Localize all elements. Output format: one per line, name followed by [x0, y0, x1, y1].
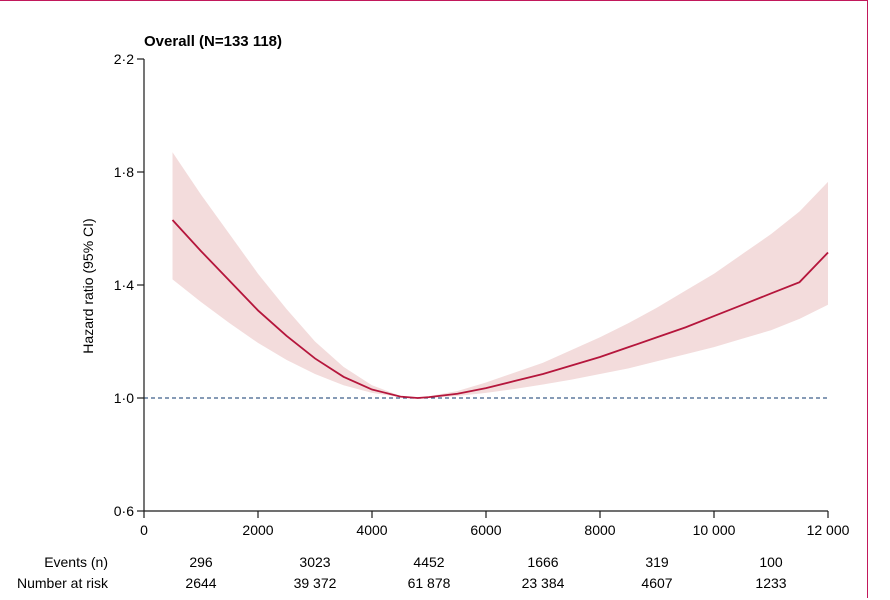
- x-tick-label: 12 000: [807, 522, 850, 538]
- risk-table-value: 3023: [299, 554, 330, 570]
- risk-table-value: 319: [645, 554, 669, 570]
- x-tick-label: 2000: [242, 522, 273, 538]
- y-tick-label: 2·2: [114, 51, 134, 67]
- x-tick-label: 0: [140, 522, 148, 538]
- risk-table-value: 1233: [755, 575, 786, 591]
- x-tick-label: 6000: [470, 522, 501, 538]
- hazard-ratio-line: [171, 219, 829, 399]
- x-tick-label: 10 000: [693, 522, 736, 538]
- risk-table-value: 2644: [185, 575, 216, 591]
- y-tick-label: 0·6: [114, 503, 134, 519]
- risk-table-value: 1666: [527, 554, 558, 570]
- y-tick-label: 1·8: [114, 164, 134, 180]
- chart-title: Overall (N=133 118): [144, 33, 282, 50]
- risk-table-value: 39 372: [294, 575, 337, 591]
- figure-frame: [0, 0, 868, 598]
- risk-table-value: 61 878: [408, 575, 451, 591]
- risk-table-value: 100: [759, 554, 783, 570]
- confidence-band: [172, 152, 828, 398]
- y-tick-label: 1·0: [114, 390, 134, 406]
- risk-table-value: 4452: [413, 554, 444, 570]
- risk-table-value: 4607: [641, 575, 672, 591]
- x-tick-label: 8000: [584, 522, 615, 538]
- risk-table-row-label: Events (n): [44, 554, 108, 570]
- y-axis-label: Hazard ratio (95% CI): [80, 218, 96, 353]
- risk-table-value: 296: [189, 554, 213, 570]
- y-tick-label: 1·4: [114, 277, 134, 293]
- risk-table-row-label: Number at risk: [17, 575, 109, 591]
- x-tick-label: 4000: [356, 522, 387, 538]
- risk-table-value: 23 384: [522, 575, 565, 591]
